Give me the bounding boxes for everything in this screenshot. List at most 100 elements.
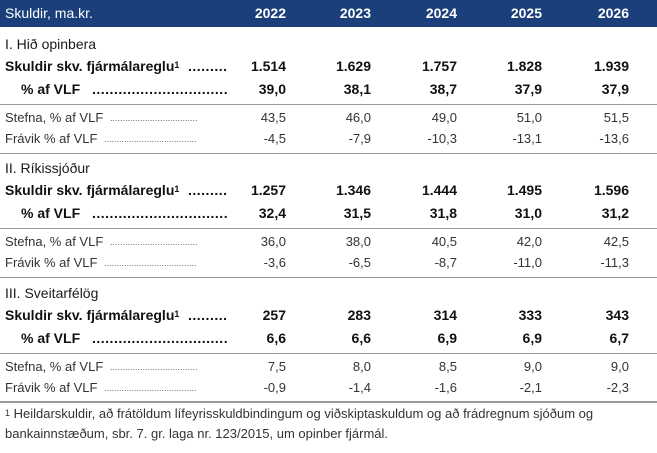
row-divider bbox=[0, 277, 657, 278]
row-label-text: Skuldir skv. fjármálareglu bbox=[5, 182, 175, 198]
pct-value: 6,6 bbox=[266, 330, 286, 346]
dev-value: -1,4 bbox=[348, 380, 371, 395]
debt-value: 1.495 bbox=[506, 182, 542, 198]
row-label-text: Skuldir skv. fjármálareglu bbox=[5, 58, 175, 74]
table-title: Skuldir, ma.kr. bbox=[5, 5, 93, 21]
table-header: Skuldir, ma.kr. 2022 2023 2024 2025 2026 bbox=[0, 0, 657, 27]
pct-value: 39,0 bbox=[258, 81, 286, 97]
year-header: 2023 bbox=[339, 5, 371, 21]
debt-label: Skuldir skv. fjármálareglu1 bbox=[5, 57, 179, 75]
policy-value: 42,0 bbox=[516, 234, 542, 249]
footnote-text: Heildarskuldir, að frátöldum lífeyrissku… bbox=[5, 406, 594, 441]
footnote-ref: 1 bbox=[174, 184, 180, 194]
leader-dots: ......... bbox=[188, 182, 228, 198]
debt-value: 283 bbox=[347, 307, 371, 323]
leader-dots: ............................... bbox=[92, 330, 229, 346]
pct-label: % af VLF bbox=[21, 80, 80, 98]
policy-value: 7,5 bbox=[267, 359, 286, 374]
row-label-text: Stefna, % af VLF bbox=[5, 359, 104, 374]
dev-value: -6,5 bbox=[348, 255, 371, 270]
row-label-text: Stefna, % af VLF bbox=[5, 110, 104, 125]
year-header: 2025 bbox=[510, 5, 542, 21]
debt-value: 1.596 bbox=[593, 182, 629, 198]
debt-value: 314 bbox=[433, 307, 457, 323]
dev-label: Frávik % af VLF bbox=[5, 130, 97, 148]
policy-value: 51,0 bbox=[516, 110, 542, 125]
leader-dots: ..................................... bbox=[104, 134, 197, 144]
debt-value: 1.629 bbox=[335, 58, 371, 74]
policy-value: 8,0 bbox=[352, 359, 371, 374]
row-divider bbox=[0, 228, 657, 229]
pct-label: % af VLF bbox=[21, 204, 80, 222]
policy-label: Stefna, % af VLF bbox=[5, 358, 103, 376]
dev-value: -3,6 bbox=[263, 255, 286, 270]
row-divider bbox=[0, 353, 657, 354]
policy-label: Stefna, % af VLF bbox=[5, 109, 103, 127]
policy-value: 9,0 bbox=[523, 359, 542, 374]
pct-value: 37,9 bbox=[601, 81, 629, 97]
pct-value: 38,7 bbox=[429, 81, 457, 97]
pct-value: 31,2 bbox=[601, 205, 629, 221]
leader-dots: ................................... bbox=[110, 113, 198, 123]
dev-value: -2,3 bbox=[606, 380, 629, 395]
debt-value: 1.828 bbox=[506, 58, 542, 74]
year-header: 2024 bbox=[425, 5, 457, 21]
row-divider bbox=[0, 153, 657, 154]
section-title: I. Hið opinbera bbox=[5, 36, 97, 52]
dev-value: -8,7 bbox=[434, 255, 457, 270]
row-divider bbox=[0, 104, 657, 105]
footnote: 1 Heildarskuldir, að frátöldum lífeyriss… bbox=[5, 404, 650, 444]
dev-label: Frávik % af VLF bbox=[5, 254, 97, 272]
policy-value: 42,5 bbox=[603, 234, 629, 249]
row-divider bbox=[0, 402, 657, 403]
debt-value: 257 bbox=[262, 307, 286, 323]
debt-value: 1.257 bbox=[250, 182, 286, 198]
row-label-text: % af VLF bbox=[21, 205, 81, 221]
footnote-marker: 1 bbox=[5, 408, 11, 418]
dev-value: -11,3 bbox=[600, 255, 629, 270]
dev-value: -1,6 bbox=[434, 380, 457, 395]
policy-value: 36,0 bbox=[260, 234, 286, 249]
pct-label: % af VLF bbox=[21, 329, 80, 347]
row-label-text: % af VLF bbox=[21, 330, 81, 346]
dev-value: -13,1 bbox=[512, 131, 542, 146]
debt-value: 1.444 bbox=[421, 182, 457, 198]
footnote-ref: 1 bbox=[174, 309, 180, 319]
leader-dots: ................................... bbox=[110, 237, 198, 247]
debt-value: 1.757 bbox=[421, 58, 457, 74]
pct-value: 6,9 bbox=[437, 330, 457, 346]
debt-value: 1.939 bbox=[593, 58, 629, 74]
row-label-text: Skuldir skv. fjármálareglu bbox=[5, 307, 175, 323]
leader-dots: ......... bbox=[188, 307, 228, 323]
pct-value: 31,0 bbox=[514, 205, 542, 221]
debt-label: Skuldir skv. fjármálareglu1 bbox=[5, 306, 179, 324]
pct-value: 32,4 bbox=[258, 205, 286, 221]
pct-value: 6,9 bbox=[522, 330, 542, 346]
debt-value: 1.514 bbox=[250, 58, 286, 74]
pct-value: 31,5 bbox=[343, 205, 371, 221]
row-label-text: Frávik % af VLF bbox=[5, 131, 98, 146]
dev-value: -7,9 bbox=[348, 131, 371, 146]
leader-dots: ............................... bbox=[92, 205, 229, 221]
dev-value: -11,0 bbox=[513, 255, 542, 270]
policy-value: 9,0 bbox=[610, 359, 629, 374]
pct-value: 31,8 bbox=[429, 205, 457, 221]
dev-value: -2,1 bbox=[519, 380, 542, 395]
footnote-ref: 1 bbox=[174, 60, 180, 70]
debt-label: Skuldir skv. fjármálareglu1 bbox=[5, 181, 179, 199]
policy-value: 8,5 bbox=[438, 359, 457, 374]
debt-value: 1.346 bbox=[335, 182, 371, 198]
row-label-text: Stefna, % af VLF bbox=[5, 234, 104, 249]
year-header: 2022 bbox=[254, 5, 286, 21]
leader-dots: ................................... bbox=[110, 362, 198, 372]
policy-value: 51,5 bbox=[603, 110, 629, 125]
footnote-divider bbox=[0, 401, 657, 402]
leader-dots: ............................... bbox=[92, 81, 229, 97]
policy-value: 40,5 bbox=[431, 234, 457, 249]
section-title: II. Ríkissjóður bbox=[5, 160, 90, 176]
pct-value: 6,6 bbox=[351, 330, 371, 346]
policy-value: 49,0 bbox=[431, 110, 457, 125]
pct-value: 37,9 bbox=[514, 81, 542, 97]
leader-dots: ......... bbox=[188, 58, 228, 74]
debt-value: 333 bbox=[518, 307, 542, 323]
